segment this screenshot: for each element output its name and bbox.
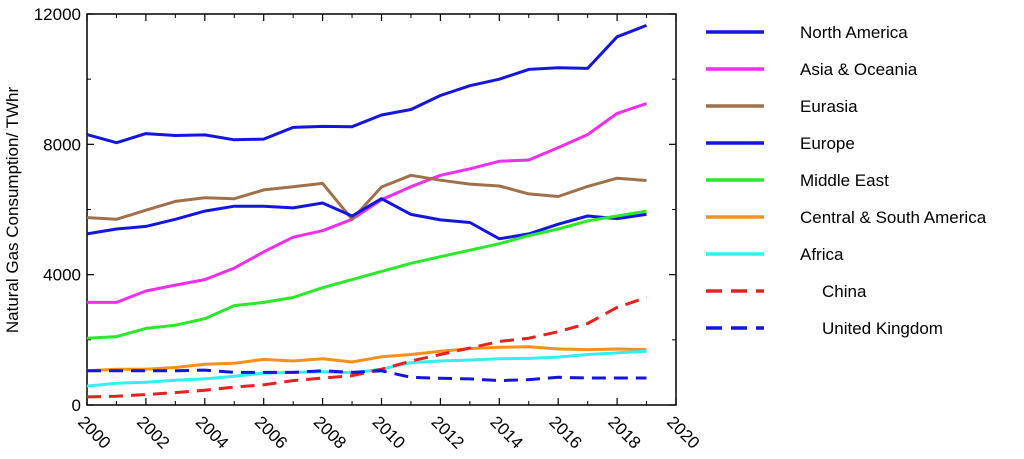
legend-label: Central & South America: [800, 208, 987, 227]
y-tick-label: 0: [72, 396, 81, 415]
legend-label: North America: [800, 23, 908, 42]
x-tick-label: 2012: [428, 412, 468, 452]
series-line-eurasia: [86, 173, 647, 221]
legend-label: Europe: [800, 134, 855, 153]
legend-label: Middle East: [800, 171, 889, 190]
x-tick-label: 2014: [486, 412, 526, 452]
series-line-middle-east: [86, 209, 647, 340]
series-lines: [86, 24, 648, 399]
x-tick-label: 2006: [251, 412, 291, 452]
series-line-europe: [86, 197, 647, 241]
legend-label: Africa: [800, 245, 844, 264]
x-tick-label: 2008: [310, 412, 350, 452]
x-tick-label: 2002: [133, 412, 173, 452]
legend-label: Asia & Oceania: [800, 60, 918, 79]
series-line-united-kingdom: [87, 368, 647, 383]
legend-label: Eurasia: [800, 97, 858, 116]
y-axis-title: Natural Gas Consumption/ TWhr: [3, 87, 22, 334]
legend: North America Asia & Oceania Eurasia Europe…: [706, 23, 987, 338]
x-tick-label: 2020: [663, 412, 703, 452]
series-line-asia-oceania: [87, 102, 647, 304]
x-tick-label: 2004: [192, 412, 232, 452]
y-tick-label: 12000: [34, 5, 81, 24]
y-tick-label: 8000: [43, 135, 81, 154]
series-line-china: [86, 296, 647, 399]
y-tick-label: 4000: [43, 266, 81, 285]
plot-frame: [86, 13, 677, 406]
x-tick-label: 2018: [604, 412, 644, 452]
x-tick-label: 2000: [74, 412, 114, 452]
series-line-africa: [86, 349, 647, 388]
x-tick-label: 2010: [369, 412, 409, 452]
series-line-central-south-america: [86, 345, 647, 373]
legend-label: United Kingdom: [822, 319, 943, 338]
plot-area: [86, 13, 677, 406]
x-tick-label: 2016: [545, 412, 585, 452]
y-axis: 0 4000 8000 12000: [34, 5, 676, 415]
legend-label: China: [822, 282, 867, 301]
x-axis: 2000 2002 2004 2006 2008 2010 2012 2014 2016 2018…: [74, 14, 703, 453]
series-line-north-america: [86, 24, 648, 145]
